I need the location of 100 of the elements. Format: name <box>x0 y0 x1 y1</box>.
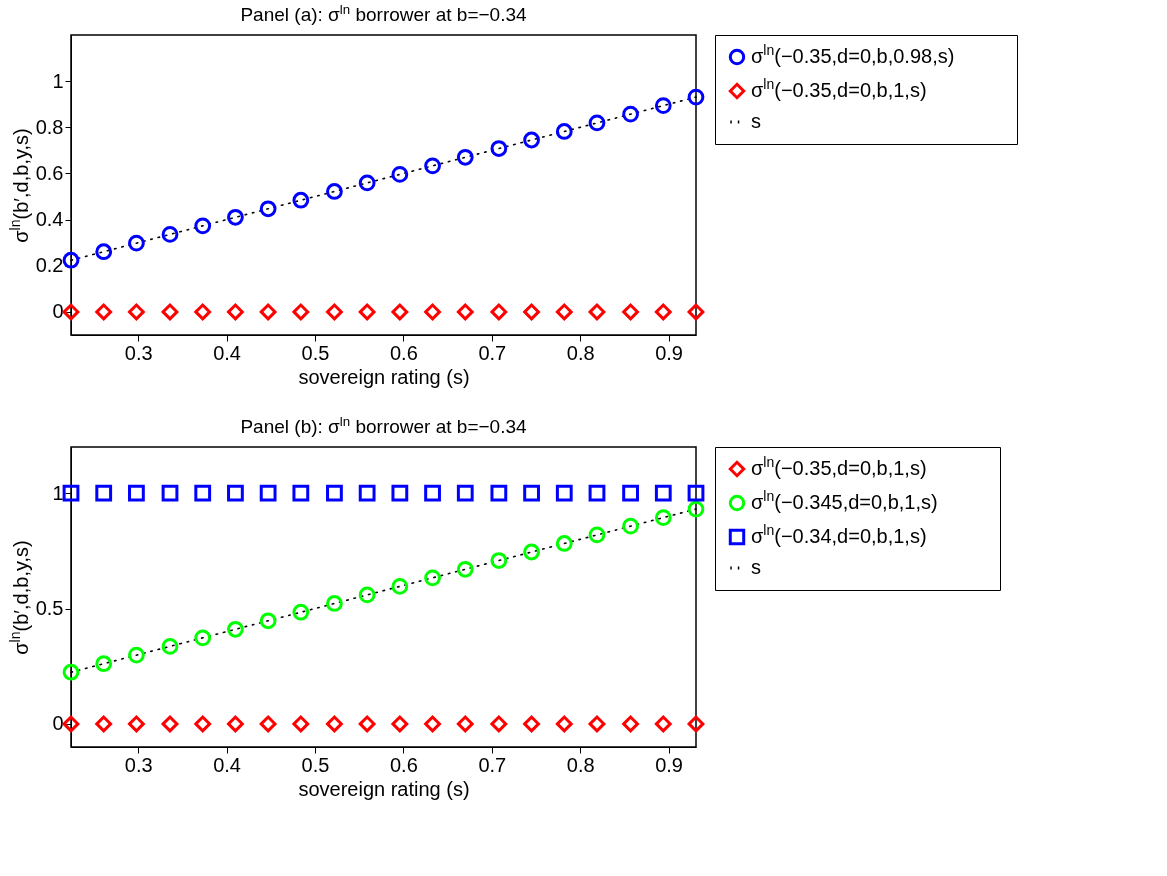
point <box>292 303 310 321</box>
x-tick-label: 0.5 <box>301 341 330 364</box>
point <box>391 578 409 595</box>
point <box>424 484 441 502</box>
point <box>555 123 573 140</box>
x-axis-title: sovereign rating (s) <box>298 365 470 388</box>
point <box>128 646 145 664</box>
point <box>161 226 179 243</box>
point <box>588 484 606 502</box>
x-tick-label: 0.4 <box>213 753 241 776</box>
y-tick-label: 0.2 <box>35 254 64 277</box>
point <box>95 243 113 261</box>
point <box>62 484 80 502</box>
point <box>588 715 606 733</box>
legend-label: s <box>751 556 761 578</box>
x-tick-label: 0.6 <box>389 753 418 776</box>
point <box>424 569 441 587</box>
point <box>391 303 409 321</box>
y-tick-label: 0.4 <box>35 208 64 231</box>
legend-label: σ$^{ln}$(−0.35,d=0,b,1,s) <box>751 454 927 479</box>
legend-label: σ$^{ln}$(−0.35,d=0,b,0.98,s) <box>751 42 955 67</box>
point <box>227 208 244 226</box>
y-tick-label: 0 <box>52 300 64 323</box>
point <box>490 715 508 733</box>
x-tick-label: 0.8 <box>566 753 595 776</box>
point <box>687 303 705 321</box>
point <box>259 303 277 321</box>
legend-label: σ$^{ln}$(−0.345,d=0,b,1,s) <box>751 488 938 513</box>
point <box>654 509 672 526</box>
x-tick-label: 0.6 <box>389 341 418 364</box>
point <box>424 157 441 175</box>
x-tick-label: 0.3 <box>124 753 153 776</box>
point <box>424 303 441 321</box>
point <box>128 715 145 733</box>
y-tick-label: 1 <box>52 69 64 92</box>
x-tick-label: 0.5 <box>301 753 330 776</box>
point <box>490 484 508 502</box>
point <box>456 303 474 321</box>
point <box>391 484 409 502</box>
point <box>358 715 376 733</box>
point <box>259 715 277 733</box>
point <box>227 620 244 638</box>
point <box>654 484 672 502</box>
point <box>95 655 113 673</box>
point <box>391 715 409 733</box>
point <box>194 715 212 733</box>
point <box>227 715 244 733</box>
y-tick-label: 0.6 <box>35 161 64 184</box>
point <box>456 484 474 502</box>
point <box>358 484 376 502</box>
point <box>227 484 244 502</box>
point <box>161 715 179 733</box>
point <box>588 526 606 544</box>
legend-label: σ$^{ln}$(−0.35,d=0,b,1,s) <box>751 76 927 101</box>
point <box>62 715 80 733</box>
point <box>456 560 474 578</box>
point <box>555 535 573 552</box>
point <box>622 715 639 733</box>
x-tick-label: 0.8 <box>566 341 595 364</box>
point <box>456 715 474 733</box>
point <box>292 191 310 209</box>
point <box>161 303 179 321</box>
point <box>588 114 606 132</box>
y-tick-label: 1 <box>52 481 64 504</box>
point <box>555 303 573 321</box>
point <box>490 303 508 321</box>
point <box>622 517 639 535</box>
point <box>687 715 705 733</box>
point <box>259 484 277 502</box>
point <box>588 303 606 321</box>
point <box>194 217 212 235</box>
x-tick-label: 0.3 <box>124 341 153 364</box>
point <box>523 303 540 321</box>
point <box>654 715 672 733</box>
chart-title: Panel (b): σ$^{ln}$ borrower at b=−0.34 <box>240 413 527 437</box>
point <box>523 131 540 149</box>
x-tick-label: 0.9 <box>655 753 683 776</box>
point <box>194 484 212 502</box>
point <box>523 543 540 561</box>
point <box>358 303 376 321</box>
point <box>326 183 343 200</box>
y-tick-label: 0.8 <box>35 115 64 138</box>
point <box>490 552 508 569</box>
point <box>456 148 474 166</box>
chart-title: Panel (a): σ$^{ln}$ borrower at b=−0.34 <box>240 1 527 25</box>
point <box>326 715 343 733</box>
point <box>555 484 573 502</box>
point <box>128 484 145 502</box>
point <box>555 715 573 733</box>
point <box>62 303 80 321</box>
y-tick-label: 0.5 <box>35 597 64 620</box>
point <box>292 715 310 733</box>
point <box>194 303 212 321</box>
point <box>523 484 540 502</box>
point <box>687 500 705 518</box>
point <box>490 140 508 157</box>
point <box>654 97 672 114</box>
point <box>95 715 113 733</box>
x-tick-label: 0.7 <box>478 341 507 364</box>
point <box>622 105 639 123</box>
